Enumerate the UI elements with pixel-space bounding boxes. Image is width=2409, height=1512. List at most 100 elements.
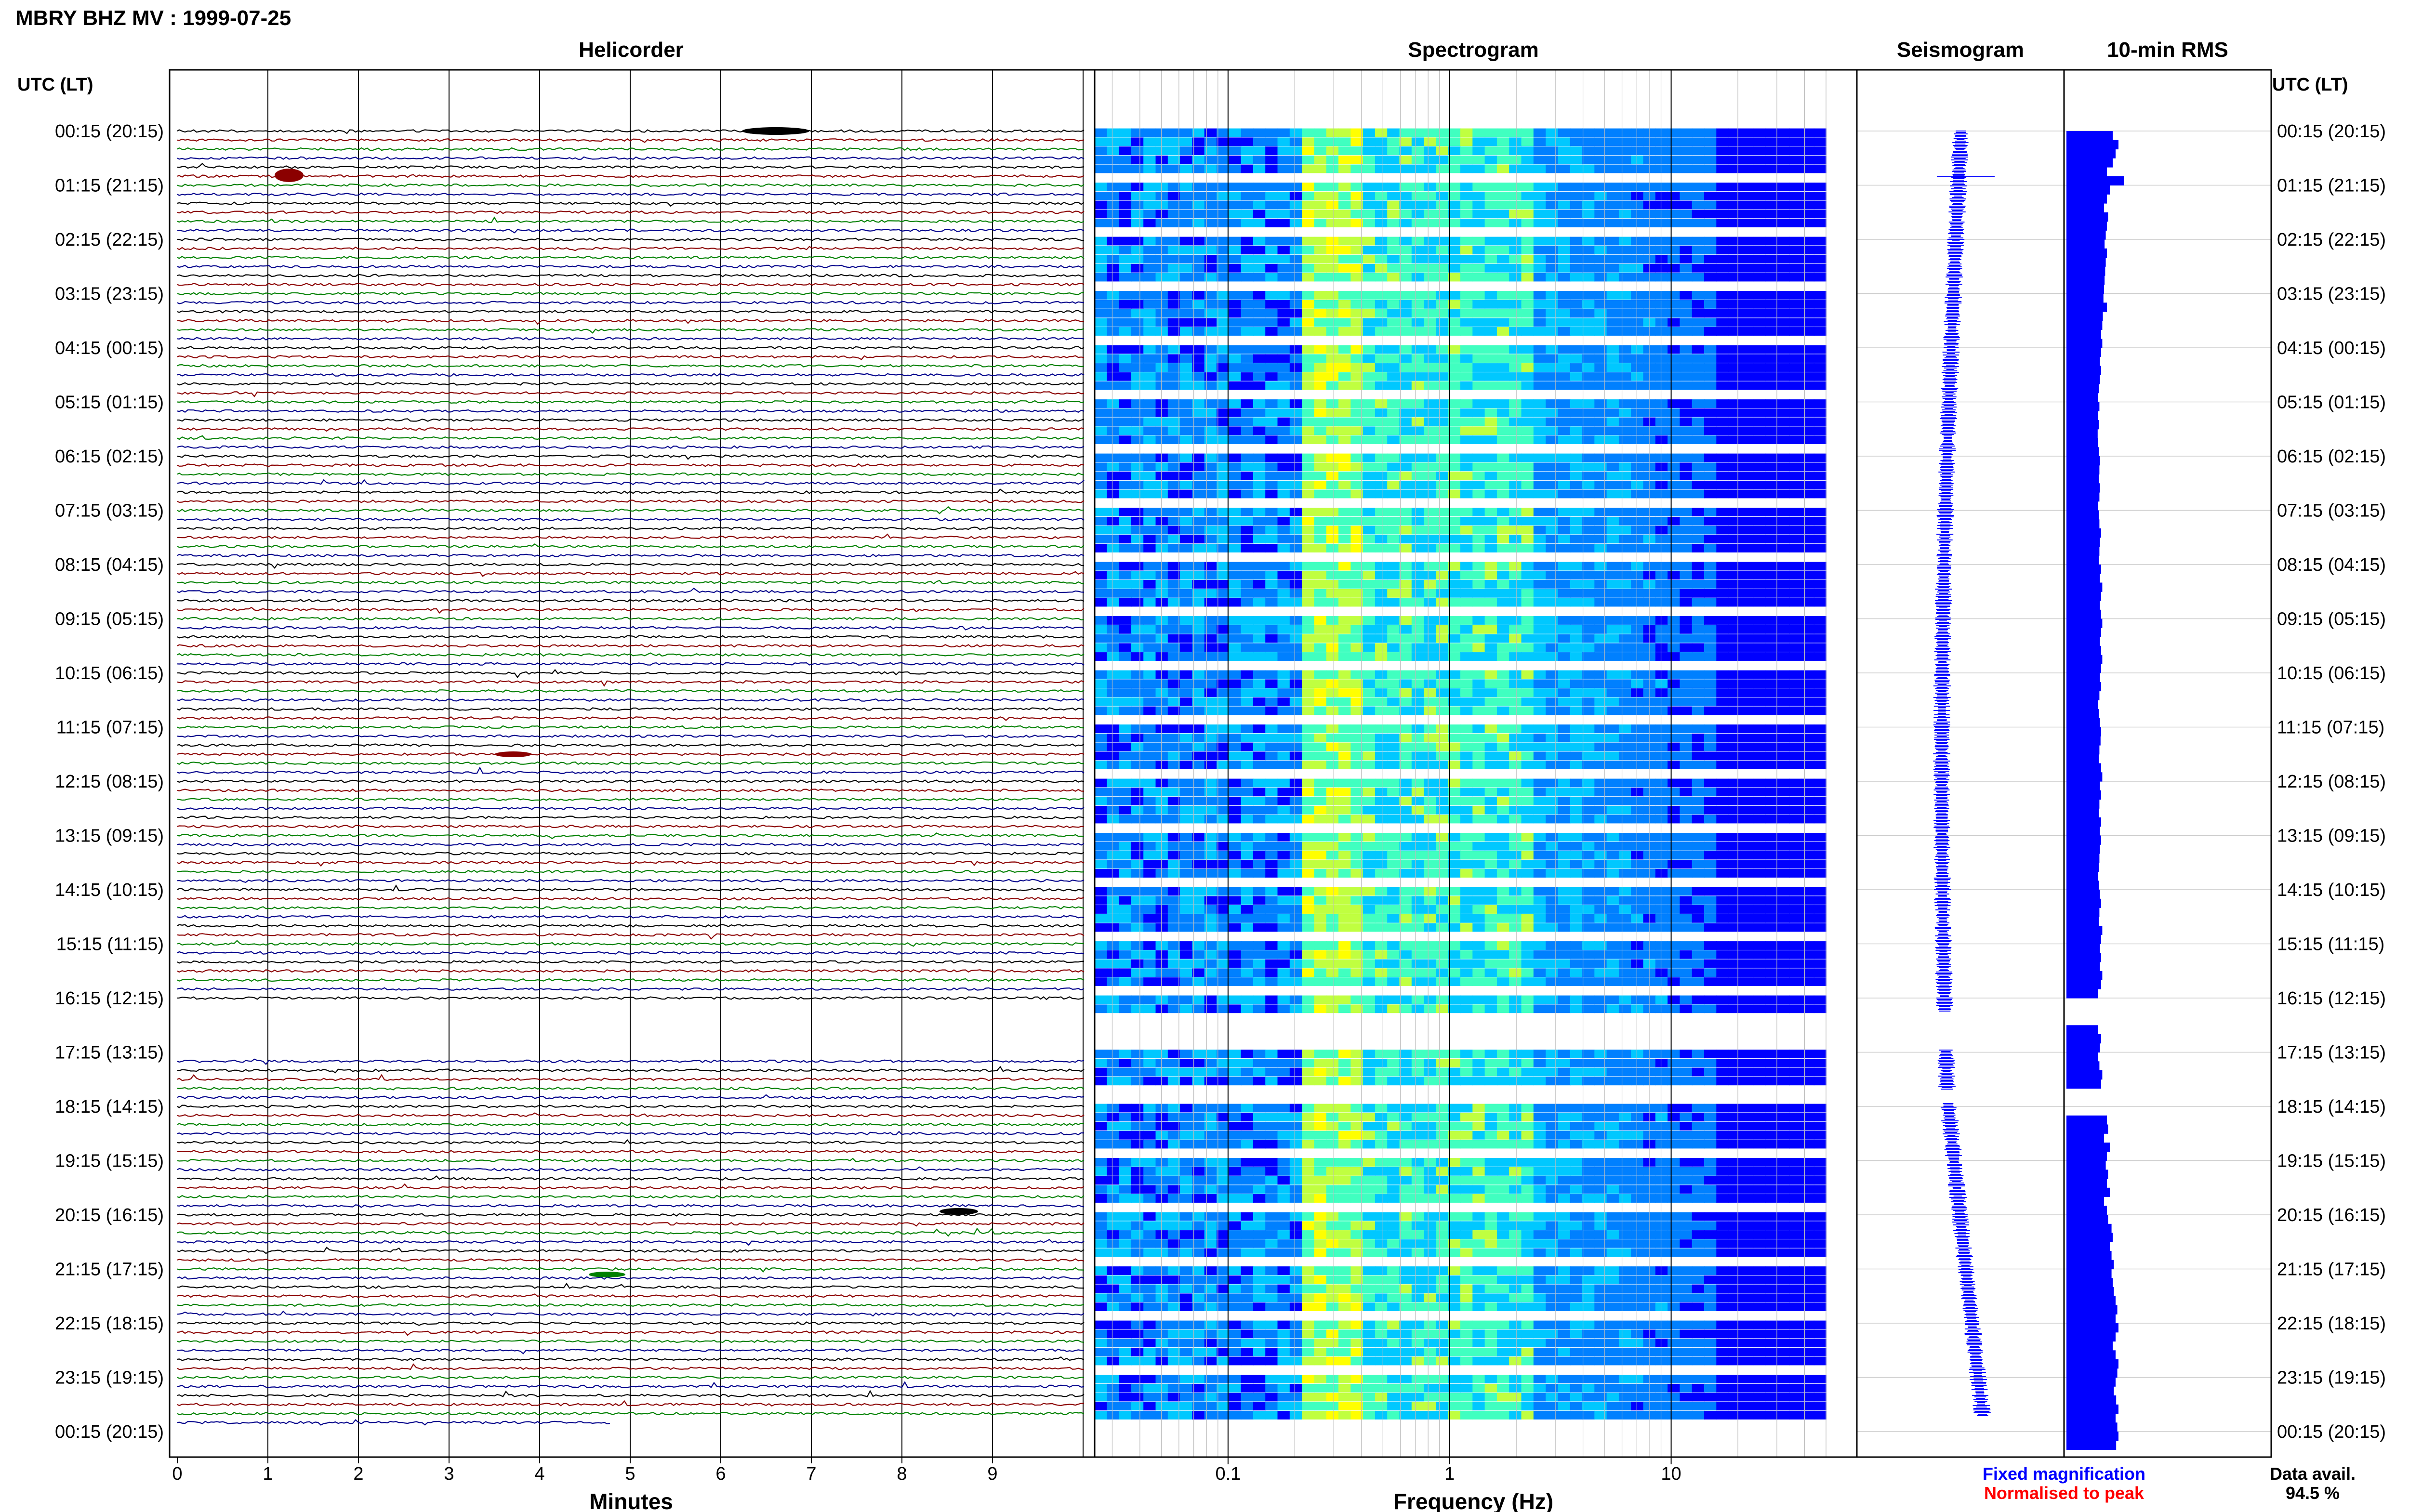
spectrogram-cell [1399,1050,1412,1058]
spectrogram-cell [1558,146,1571,155]
spectrogram-cell [1692,327,1705,336]
spectrogram-cell [1131,805,1144,815]
spectrogram-cell [1143,417,1156,426]
spectrogram-cell [1192,462,1205,472]
spectrogram-cell [1777,571,1790,580]
spectrogram-cell [1314,742,1327,751]
spectrogram-cell [1728,950,1741,959]
spectrogram-cell [1155,263,1168,273]
spectrogram-cell [1387,480,1400,489]
spectrogram-cell [1095,246,1108,255]
spectrogram-cell [1789,472,1802,480]
spectrogram-cell [1265,841,1278,851]
spectrogram-cell [1363,833,1376,841]
spectrogram-cell [1558,183,1571,191]
spectrogram-cell [1472,841,1485,851]
spectrogram-cell [1509,1004,1522,1013]
spectrogram-cell [1265,1004,1278,1013]
spectrogram-cell [1801,255,1814,263]
spectrogram-cell [1375,381,1388,390]
spectrogram-cell [1448,318,1461,327]
spectrogram-cell [1350,797,1363,805]
spectrogram-cell [1740,472,1754,480]
spectrogram-cell [1229,1004,1242,1013]
spectrogram-cell [1436,896,1449,905]
spectrogram-cell [1728,778,1741,788]
spectrogram-cell [1716,995,1729,1004]
spectrogram-cell [1546,977,1559,986]
spectrogram-cell [1631,354,1644,363]
spectrogram-cell [1570,634,1583,643]
spectrogram-cell [1533,625,1547,634]
spectrogram-cell [1546,508,1559,516]
spectrogram-cell [1192,598,1205,607]
spectrogram-cell [1314,652,1327,661]
spectrogram-cell [1692,995,1705,1004]
spectrogram-cell [1521,417,1534,426]
spectrogram-cell [1411,598,1425,607]
spectrogram-cell [1740,652,1754,661]
spectrogram-cell [1387,435,1400,444]
spectrogram-cell [1229,191,1242,200]
spectrogram-cell [1363,345,1376,354]
spectrogram-cell [1460,255,1473,263]
spectrogram-cell [1594,526,1607,535]
spectrogram-cell [1765,761,1778,769]
spectrogram-cell [1789,210,1802,219]
spectrogram-cell [1399,535,1412,544]
spectrogram-cell [1606,219,1619,227]
spectrogram-cell [1753,237,1766,246]
spectrogram-cell [1326,589,1339,598]
spectrogram-cell [1509,137,1522,146]
spectrogram-cell [1765,453,1778,462]
spectrogram-cell [1680,896,1693,905]
spectrogram-cell [1777,562,1790,571]
spectrogram-cell [1436,381,1449,390]
spectrogram-cell [1192,417,1205,426]
spectrogram-cell [1350,183,1363,191]
spectrogram-cell [1753,833,1766,841]
spectrogram-cell [1594,724,1607,733]
spectrogram-cell [1107,417,1120,426]
spectrogram-cell [1326,544,1339,552]
spectrogram-cell [1777,995,1790,1004]
spectrogram-cell [1095,679,1108,688]
spectrogram-cell [1436,616,1449,625]
spectrogram-cell [1631,453,1644,462]
spectrogram-cell [1618,688,1632,697]
spectrogram-cell [1363,887,1376,896]
spectrogram-cell [1217,472,1230,480]
spectrogram-cell [1119,1004,1132,1013]
spectrogram-cell [1472,652,1485,661]
spectrogram-cell [1680,363,1693,372]
spectrogram-cell [1314,363,1327,372]
spectrogram-cell [1143,480,1156,489]
spectrogram-cell [1289,923,1303,932]
spectrogram-cell [1107,706,1120,715]
spectrogram-cell [1204,381,1217,390]
spectrogram-cell [1533,643,1547,652]
spectrogram-cell [1143,751,1156,761]
spectrogram-cell [1606,995,1619,1004]
spectrogram-cell [1302,489,1315,499]
spectrogram-cell [1155,480,1168,489]
spectrogram-cell [1813,164,1827,173]
spectrogram-cell [1546,210,1559,219]
spectrogram-cell [1375,183,1388,191]
spectrogram-cell [1546,625,1559,634]
spectrogram-cell [1521,155,1534,164]
spectrogram-cell [1655,164,1668,173]
spectrogram-cell [1618,995,1632,1004]
spectrogram-cell [1119,128,1132,137]
spectrogram-cell [1436,905,1449,914]
spectrogram-cell [1131,263,1144,273]
spectrogram-cell [1618,733,1632,742]
spectrogram-cell [1618,968,1632,977]
spectrogram-cell [1704,408,1717,417]
spectrogram-cell [1253,761,1266,769]
spectrogram-cell [1095,435,1108,444]
spectrogram-cell [1740,480,1754,489]
spectrogram-cell [1411,697,1425,706]
spectrogram-cell [1594,968,1607,977]
spectrogram-cell [1180,146,1193,155]
